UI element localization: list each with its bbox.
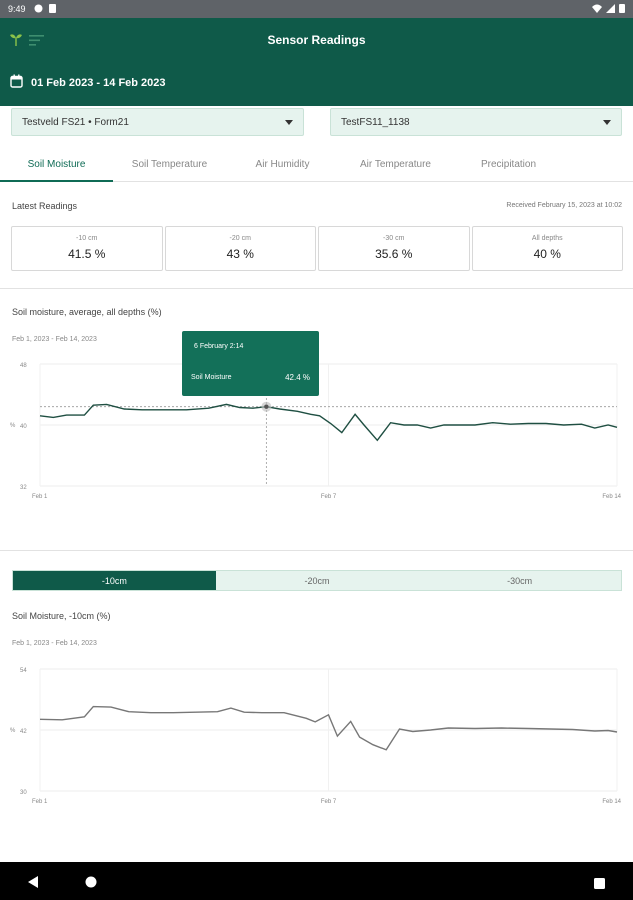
y-tick-label: 40 — [20, 424, 27, 430]
x-tick-label: Feb 7 — [321, 799, 337, 805]
chart-title: Soil Moisture, -10cm (%) — [12, 611, 111, 621]
depth-tab-10cm[interactable]: -10cm — [13, 571, 216, 590]
sensor-select-value: TestFS11_1138 — [341, 117, 410, 128]
back-icon[interactable] — [28, 875, 38, 893]
field-select[interactable]: Testveld FS21 • Form21 — [11, 108, 304, 136]
x-tick-label: Feb 1 — [32, 494, 48, 500]
received-timestamp: Received February 15, 2023 at 10:02 — [506, 202, 622, 209]
y-tick-label: 32 — [20, 485, 27, 491]
latest-readings-label: Latest Readings — [12, 201, 78, 211]
x-tick-label: Feb 1 — [32, 799, 48, 805]
calendar-icon — [10, 74, 23, 91]
reading-card: -30 cm 35.6 % — [318, 226, 470, 271]
depth-tab-30cm[interactable]: -30cm — [507, 576, 533, 586]
soil-moisture-10cm-chart[interactable]: 54 42 30% Feb 1 Feb 7 Feb 14 — [0, 655, 633, 815]
reading-value: 41.5 % — [68, 247, 106, 261]
date-range-picker[interactable]: 01 Feb 2023 - 14 Feb 2023 — [10, 74, 166, 91]
x-tick-label: Feb 14 — [602, 494, 621, 500]
system-nav-bar — [0, 862, 633, 900]
reading-value: 40 % — [533, 247, 561, 261]
y-tick-label: 42 — [20, 729, 27, 735]
divider — [0, 550, 633, 551]
reading-card: All depths 40 % — [471, 226, 623, 271]
signal-icon — [606, 3, 615, 15]
tooltip-date: 6 February 2:14 — [194, 343, 244, 350]
sim-icon — [48, 4, 57, 13]
date-range-label: 01 Feb 2023 - 14 Feb 2023 — [31, 76, 166, 89]
tab-soil-temperature[interactable]: Soil Temperature — [131, 159, 208, 170]
battery-icon — [619, 3, 625, 15]
x-tick-label: Feb 7 — [321, 494, 337, 500]
measurement-tabs: Soil Moisture Soil Temperature Air Humid… — [0, 148, 633, 182]
tab-soil-moisture[interactable]: Soil Moisture — [0, 148, 113, 182]
status-bar: 9:49 — [0, 0, 633, 18]
series-line — [39, 403, 618, 442]
tooltip-value: 42.4 % — [285, 373, 310, 382]
tab-air-humidity[interactable]: Air Humidity — [255, 159, 310, 170]
chevron-down-icon — [603, 120, 611, 125]
chart-date-range: Feb 1, 2023 - Feb 14, 2023 — [12, 640, 97, 647]
reading-depth: -10 cm — [76, 235, 98, 242]
app-bar: Sensor Readings 01 Feb 2023 - 14 Feb 202… — [0, 18, 633, 106]
reading-card: -10 cm 41.5 % — [11, 226, 163, 271]
reading-value: 35.6 % — [375, 247, 413, 261]
status-time: 9:49 — [8, 4, 26, 14]
chevron-down-icon — [285, 120, 293, 125]
y-tick-label: 54 — [20, 668, 27, 674]
notification-icon — [34, 4, 43, 13]
wifi-icon — [592, 4, 602, 15]
divider — [0, 288, 633, 289]
depth-tabs: -10cm -20cm -30cm — [12, 570, 622, 591]
tooltip-series: Soil Moisture — [191, 374, 232, 381]
reading-depth: -20 cm — [229, 235, 251, 242]
home-icon[interactable] — [85, 875, 97, 893]
sensor-select[interactable]: TestFS11_1138 — [330, 108, 622, 136]
reading-card: -20 cm 43 % — [164, 226, 316, 271]
reading-value: 43 % — [226, 247, 254, 261]
y-axis-unit-label: % — [10, 423, 16, 429]
latest-readings-cards: -10 cm 41.5 % -20 cm 43 % -30 cm 35.6 % … — [11, 226, 623, 271]
soil-moisture-average-chart[interactable]: 48 40 32% Feb 1 Feb 7 Feb 14 — [0, 350, 633, 510]
highlight-point — [264, 404, 269, 409]
recents-icon[interactable] — [594, 876, 605, 894]
chart-tooltip: 6 February 2:14 Soil Moisture 42.4 % — [182, 331, 319, 396]
y-tick-label: 30 — [20, 790, 27, 796]
tab-precipitation[interactable]: Precipitation — [480, 159, 537, 170]
y-tick-label: 48 — [20, 363, 27, 369]
status-icons — [592, 3, 625, 15]
page-title: Sensor Readings — [267, 33, 366, 47]
depth-tab-20cm[interactable]: -20cm — [304, 576, 330, 586]
x-tick-label: Feb 14 — [602, 799, 621, 805]
series-line — [39, 705, 618, 751]
reading-depth: All depths — [531, 235, 563, 242]
tab-air-temperature[interactable]: Air Temperature — [360, 159, 431, 170]
menu-icon[interactable] — [8, 32, 46, 48]
chart-title: Soil moisture, average, all depths (%) — [12, 307, 162, 317]
y-axis-unit-label: % — [10, 728, 16, 734]
selectors: Testveld FS21 • Form21 TestFS11_1138 — [0, 106, 633, 142]
chart-date-range: Feb 1, 2023 - Feb 14, 2023 — [12, 336, 97, 343]
field-select-value: Testveld FS21 • Form21 — [22, 117, 129, 128]
reading-depth: -30 cm — [383, 235, 405, 242]
